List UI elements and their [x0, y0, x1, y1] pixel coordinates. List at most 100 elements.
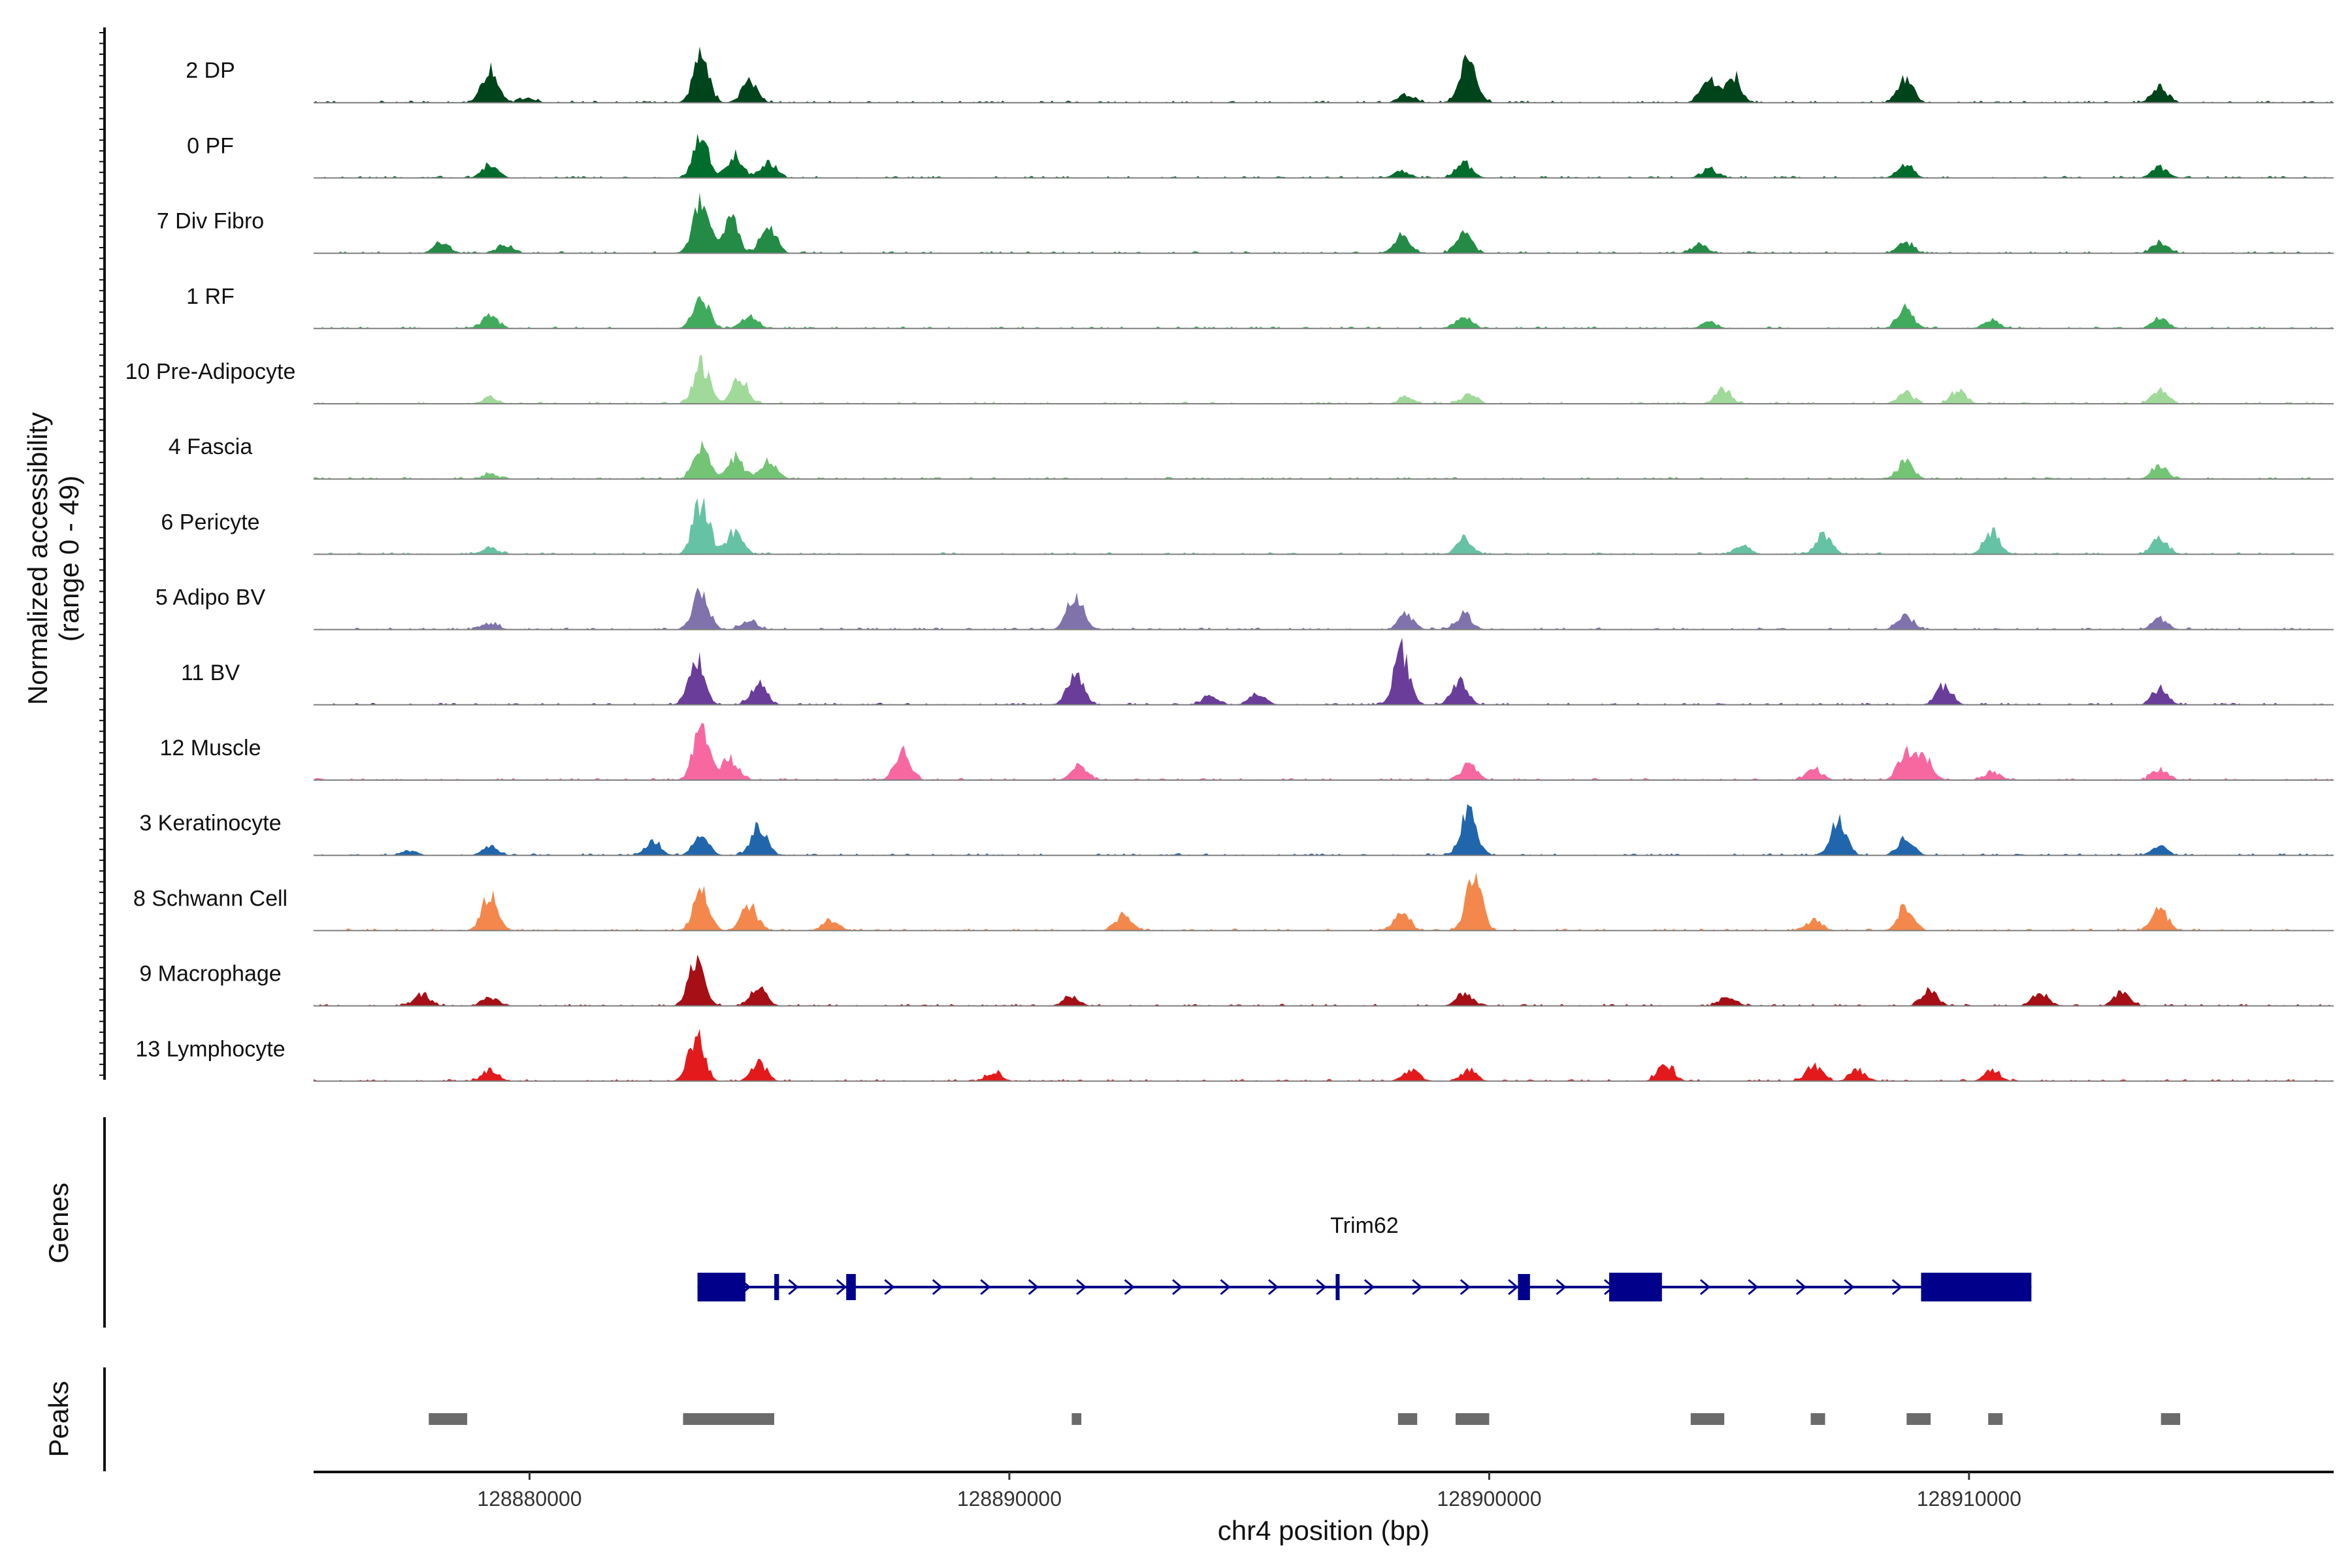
peaks-axis-title: Peaks — [43, 1381, 74, 1458]
gene-exon — [774, 1274, 779, 1300]
track-coverage-area — [314, 440, 2334, 480]
strand-arrow-icon — [1891, 1279, 1903, 1296]
strand-arrow-icon — [836, 1279, 847, 1296]
gene-name-label: Trim62 — [1330, 1213, 1399, 1238]
peak-region — [1397, 1413, 1418, 1425]
track-label: 0 PF — [187, 133, 234, 158]
peak-region — [1988, 1413, 2003, 1425]
peaks-panel: Peaks — [43, 1367, 2180, 1471]
accessibility-axis-title: Normalized accessibility (range 0 - 49) — [22, 412, 84, 705]
strand-arrow-icon — [1460, 1279, 1471, 1296]
track: 2 DP — [186, 46, 2334, 104]
track-label: 13 Lymphocyte — [135, 1037, 285, 1062]
track-coverage-area — [314, 1028, 2334, 1081]
track-label: 5 Adipo BV — [155, 585, 266, 610]
track-label: 1 RF — [186, 284, 235, 309]
strand-arrow-icon — [1795, 1279, 1807, 1296]
strand-arrow-icon — [1124, 1279, 1135, 1296]
track: 7 Div Fibro — [157, 192, 2334, 254]
track-label: 8 Schwann Cell — [133, 886, 287, 911]
track-coverage-area — [314, 355, 2334, 404]
track-coverage-area — [314, 133, 2334, 178]
track: 3 Keratinocyte — [139, 804, 2334, 857]
strand-arrow-icon — [1364, 1279, 1375, 1296]
track-label: 2 DP — [186, 58, 235, 83]
gene-exon — [1609, 1273, 1662, 1301]
strand-arrow-icon — [1076, 1279, 1087, 1296]
track-coverage-area — [314, 497, 2334, 555]
strand-arrow-icon — [1508, 1279, 1519, 1296]
strand-arrow-icon — [1699, 1279, 1711, 1296]
strand-arrow-icon — [1267, 1279, 1279, 1296]
peak-region — [2161, 1413, 2180, 1425]
track: 11 BV — [181, 638, 2334, 706]
track: 5 Adipo BV — [155, 585, 2334, 630]
accessibility-y-axis — [99, 27, 106, 1080]
peak-region — [429, 1413, 468, 1425]
gene-exon — [1921, 1273, 2032, 1301]
x-axis: 128880000 128890000 128900000 128910000 — [314, 1471, 2334, 1511]
track: 1 RF — [186, 284, 2334, 329]
strand-arrow-icon — [1412, 1279, 1423, 1296]
gene-exon — [1335, 1274, 1340, 1300]
track-coverage-area — [314, 955, 2334, 1006]
track-coverage-area — [314, 46, 2334, 103]
track-coverage-area — [314, 872, 2334, 931]
track-label: 4 Fascia — [169, 434, 253, 459]
track: 9 Macrophage — [139, 955, 2334, 1007]
strand-arrow-icon — [1028, 1279, 1039, 1296]
peak-region — [1071, 1413, 1082, 1425]
track: 6 Pericyte — [161, 497, 2334, 555]
track: 12 Muscle — [160, 723, 2334, 781]
track-label: 7 Div Fibro — [157, 209, 264, 234]
strand-arrow-icon — [1220, 1279, 1231, 1296]
peak-region — [683, 1413, 774, 1425]
strand-arrow-icon — [1172, 1279, 1183, 1296]
track-coverage-area — [314, 723, 2334, 780]
track-coverage-area — [314, 192, 2334, 253]
track-coverage-area — [314, 804, 2334, 856]
track: 4 Fascia — [169, 434, 2334, 480]
track-label: 3 Keratinocyte — [139, 811, 281, 836]
accessibility-axis-title-line2: (range 0 - 49) — [54, 476, 84, 642]
peak-regions — [429, 1413, 2180, 1425]
track: 10 Pre-Adipocyte — [125, 355, 2334, 404]
track-label: 10 Pre-Adipocyte — [125, 359, 296, 384]
peak-region — [1810, 1413, 1825, 1425]
track: 8 Schwann Cell — [133, 872, 2334, 932]
track-label: 12 Muscle — [160, 736, 261, 760]
gene-track — [697, 1273, 2032, 1301]
track-coverage-area — [314, 638, 2334, 705]
peak-region — [1456, 1413, 1490, 1425]
strand-arrow-icon — [884, 1279, 895, 1296]
accessibility-axis-title-line1: Normalized accessibility — [22, 412, 53, 705]
gene-exon — [846, 1274, 856, 1300]
x-axis-tick-label: 128910000 — [1917, 1487, 2021, 1511]
track-label: 11 BV — [181, 661, 240, 685]
strand-arrow-icon — [1316, 1279, 1327, 1296]
track-coverage-area — [314, 587, 2334, 630]
track-label: 6 Pericyte — [161, 510, 259, 534]
accessibility-tracks: 2 DP 0 PF 7 Div Fibro 1 RF 10 Pre-Adipocyte 4… — [125, 46, 2334, 1082]
peak-region — [1690, 1413, 1725, 1425]
genes-axis-title: Genes — [43, 1183, 74, 1264]
track-label: 9 Macrophage — [139, 962, 281, 987]
strand-arrow-icon — [1748, 1279, 1759, 1296]
x-axis-tick-label: 128900000 — [1437, 1487, 1541, 1511]
strand-arrow-icon — [1844, 1279, 1855, 1296]
track: 0 PF — [187, 133, 2334, 179]
gene-exon — [697, 1273, 745, 1301]
x-axis-tick-label: 128880000 — [477, 1487, 581, 1511]
strand-arrow-icon — [980, 1279, 991, 1296]
track: 13 Lymphocyte — [135, 1028, 2334, 1082]
track-coverage-area — [314, 295, 2334, 329]
strand-arrow-icon — [932, 1279, 943, 1296]
strand-arrow-icon — [1556, 1279, 1567, 1296]
x-axis-tick-label: 128890000 — [957, 1487, 1062, 1511]
peak-region — [1906, 1413, 1931, 1425]
genes-panel: Genes Trim62 — [43, 1117, 2032, 1328]
strand-arrow-icon — [788, 1279, 799, 1296]
x-axis-title: chr4 position (bp) — [1218, 1515, 1430, 1546]
gene-exon — [1518, 1274, 1530, 1300]
